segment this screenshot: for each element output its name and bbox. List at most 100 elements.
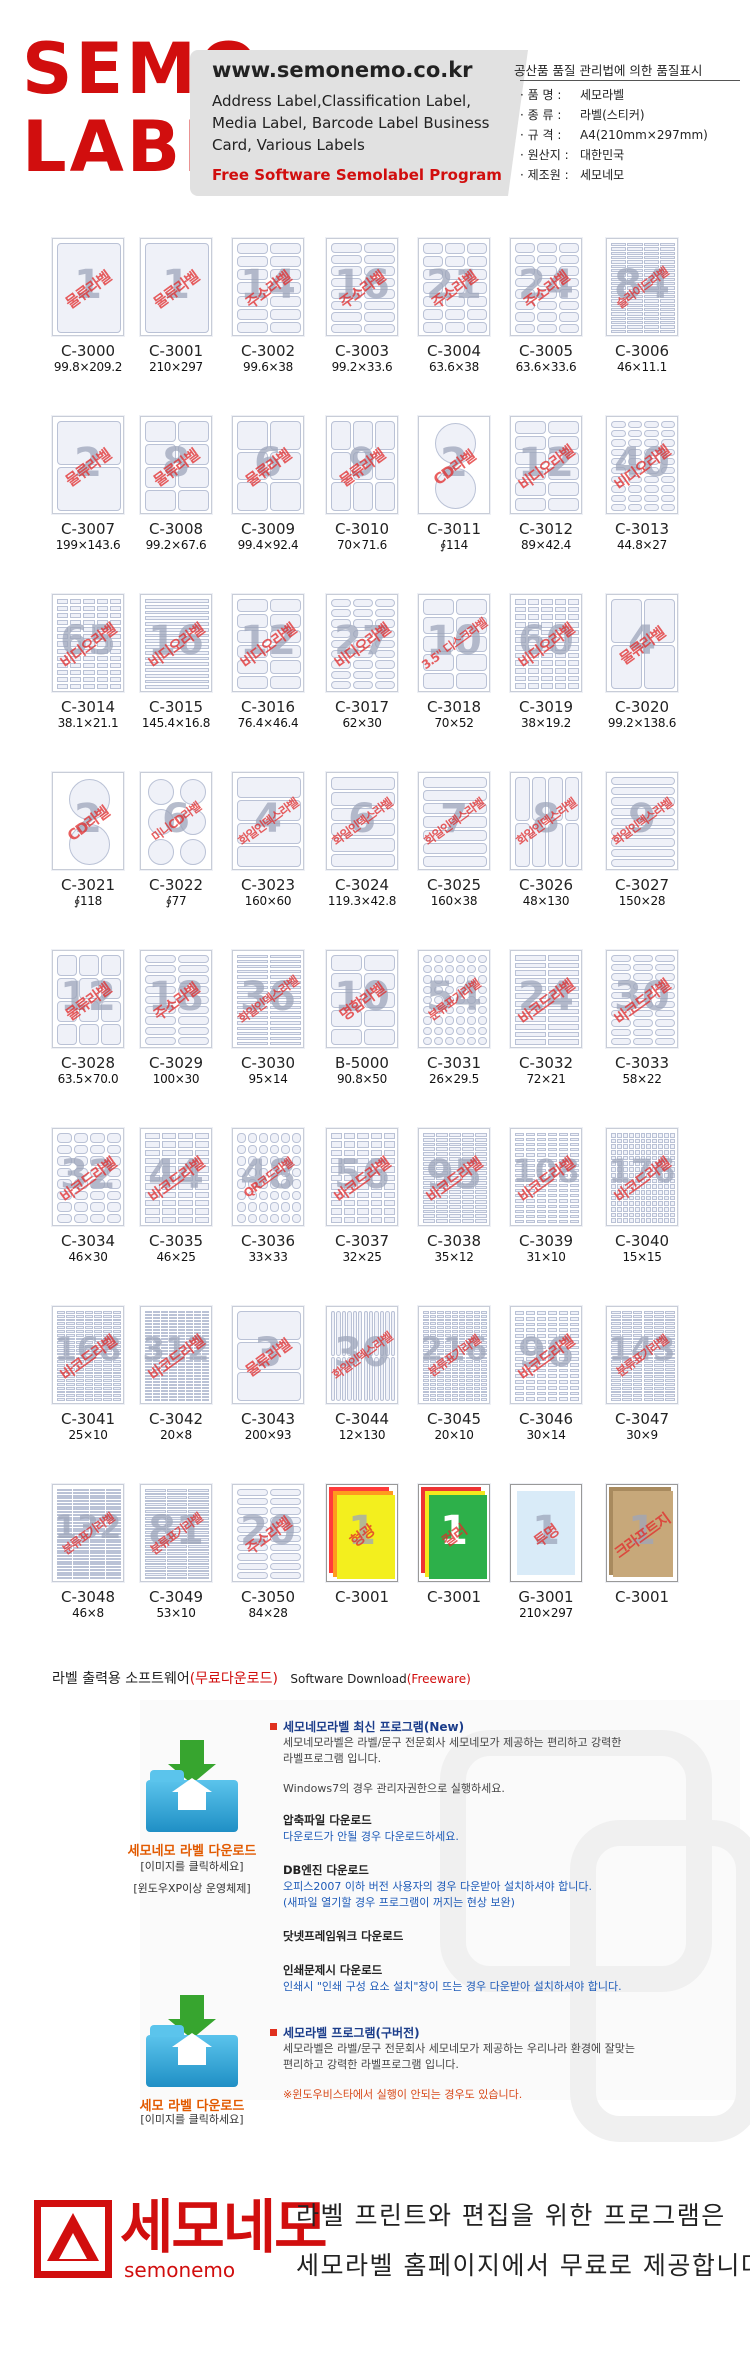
label-product[interactable]: 4 화일인덱스라벨 C-3023 160×60 [222, 772, 312, 912]
label-cell [68, 824, 110, 865]
db-engine-download-link[interactable]: DB엔진 다운로드 [283, 1863, 369, 1877]
label-cell [515, 1148, 524, 1152]
label-cell [632, 1379, 643, 1383]
label-product[interactable]: 48 QR코드라벨 C-3036 33×33 [222, 1128, 312, 1268]
label-cell [480, 1375, 487, 1379]
label-cell [475, 1142, 487, 1147]
label-product[interactable]: 108 바코드라벨 C-3039 31×10 [500, 1128, 590, 1268]
label-product[interactable]: 216 분류표기라벨 C-3045 20×10 [408, 1306, 498, 1446]
label-product[interactable]: 60 비디오라벨 C-3019 38×19.2 [500, 594, 590, 734]
label-cell [430, 1390, 437, 1394]
label-product[interactable]: 56 바코드라벨 C-3037 32×25 [316, 1128, 406, 1268]
label-product[interactable]: 7 화일인덱스라벨 C-3025 160×38 [408, 772, 498, 912]
label-cell [445, 321, 465, 333]
label-product[interactable]: 1 물류라벨 C-3000 99.8×209.2 [42, 238, 132, 378]
dotnet-download-link[interactable]: 닷넷프레임워크 다운로드 [283, 1929, 404, 1943]
label-cell [370, 1216, 382, 1223]
label-sheet-preview: 6 미니CD라벨 [140, 772, 212, 870]
label-product[interactable]: 30 바코드라벨 C-3033 58×22 [596, 950, 686, 1090]
label-product[interactable]: 81 분류표기라벨 C-3049 53×10 [130, 1484, 220, 1624]
label-product[interactable]: 21 주소라벨 C-3004 63.6×38 [408, 238, 498, 378]
label-cell [570, 1133, 579, 1137]
label-cell [462, 1133, 474, 1137]
label-product[interactable]: 65 비디오라벨 C-3014 38.1×21.1 [42, 594, 132, 734]
label-product[interactable]: 4 물류라벨 C-3020 99.2×138.6 [596, 594, 686, 734]
label-product[interactable]: 30 화일인덱스라벨 C-3044 12×130 [316, 1306, 406, 1446]
label-cell [628, 1206, 634, 1212]
label-product[interactable]: 1 물류라벨 C-3001 210×297 [130, 238, 220, 378]
print-fix-download-link[interactable]: 인쇄문제시 다운로드 [283, 1963, 383, 1977]
label-product[interactable]: 27 비디오라벨 C-3017 62×30 [316, 594, 406, 734]
label-product[interactable]: 1 투명 G-3001 210×297 [500, 1484, 590, 1624]
label-cell [169, 1317, 177, 1320]
label-product[interactable]: 2 물류라벨 C-3007 199×143.6 [42, 416, 132, 556]
label-product[interactable]: 84 슬라이드라벨 C-3006 46×11.1 [596, 238, 686, 378]
label-cell [462, 1200, 474, 1204]
label-product[interactable]: 12 비디오라벨 C-3012 89×42.4 [500, 416, 590, 556]
label-product[interactable]: 143 분류표기라벨 C-3047 30×9 [596, 1306, 686, 1446]
label-cell [611, 476, 626, 484]
label-product[interactable]: 3 물류라벨 C-3043 200×93 [222, 1306, 312, 1446]
label-product[interactable]: 6 미니CD라벨 C-3022 ∮77 [130, 772, 220, 912]
label-product[interactable]: 1 크라프트지 C-3001 [596, 1484, 686, 1624]
label-cell [640, 1218, 646, 1223]
label-product[interactable]: 168 바코드라벨 C-3041 25×10 [42, 1306, 132, 1446]
label-cell [344, 1216, 356, 1223]
label-product[interactable]: 16 주소라벨 C-3003 99.2×33.6 [316, 238, 406, 378]
label-product[interactable]: 24 주소라벨 C-3005 63.6×33.6 [500, 238, 590, 378]
site-url[interactable]: www.semonemo.co.kr [212, 58, 473, 82]
label-product[interactable]: 36 화일인덱스라벨 C-3030 95×14 [222, 950, 312, 1090]
label-cell [430, 1311, 437, 1314]
label-cell [145, 467, 176, 488]
label-product[interactable]: 12 물류라벨 C-3028 63.5×70.0 [42, 950, 132, 1090]
label-cell [178, 467, 209, 488]
label-dimensions: 70×52 [434, 716, 474, 730]
label-product[interactable]: 312 바코드라벨 C-3042 20×8 [130, 1306, 220, 1446]
label-product[interactable]: 10 명함라벨 B-5000 90.8×50 [316, 950, 406, 1090]
zip-download-link[interactable]: 압축파일 다운로드 [283, 1813, 372, 1827]
label-product[interactable]: 1 컬러 C-3001 [408, 1484, 498, 1624]
label-cell [665, 1367, 675, 1371]
old-download-button[interactable]: 세모 라벨 다운로드 [이미지를 클릭하세요] [140, 1995, 244, 2126]
label-product[interactable]: 1 형광 C-3001 [316, 1484, 406, 1624]
label-product[interactable]: 96 바코드라벨 C-3046 30×14 [500, 1306, 590, 1446]
label-product[interactable]: 9 물류라벨 C-3010 70×71.6 [316, 416, 406, 556]
label-product[interactable]: 132 분류표기라벨 C-3048 46×8 [42, 1484, 132, 1624]
label-cell [466, 1311, 473, 1314]
new-download-button[interactable]: 세모네모 라벨 다운로드 [이미지를 클릭하세요] [윈도우XP이상 운영체제] [128, 1740, 256, 1895]
label-cell [331, 1216, 343, 1223]
label-product[interactable]: 18 주소라벨 C-3029 100×30 [130, 950, 220, 1090]
label-cell [153, 1386, 161, 1389]
label-cell [611, 316, 627, 320]
label-cell [383, 1208, 395, 1215]
label-cell [659, 264, 675, 268]
label-product[interactable]: 16 비디오라벨 C-3015 145.4×16.8 [130, 594, 220, 734]
label-product[interactable]: 6 물류라벨 C-3009 99.4×92.4 [222, 416, 312, 556]
label-cell [145, 679, 209, 684]
label-product[interactable]: 40 비디오라벨 C-3013 44.8×27 [596, 416, 686, 556]
label-product[interactable]: 24 바코드라벨 C-3032 72×21 [500, 950, 590, 1090]
label-product[interactable]: 14 주소라벨 C-3002 99.6×38 [222, 238, 312, 378]
label-product[interactable]: 95 바코드라벨 C-3038 35×12 [408, 1128, 498, 1268]
new-download-caption[interactable]: 세모네모 라벨 다운로드 [127, 1844, 257, 1859]
label-product[interactable]: 44 바코드라벨 C-3035 46×25 [130, 1128, 220, 1268]
label-sheet-preview: 14 주소라벨 [232, 238, 304, 336]
label-cell [94, 1314, 103, 1318]
label-cell [658, 1138, 664, 1144]
label-cell [188, 1566, 209, 1569]
win7-note: Windows7의 경우 관리자권한으로 실행하세요. [283, 1782, 505, 1795]
label-product[interactable]: 10 3.5" 디스크라벨 C-3018 70×52 [408, 594, 498, 734]
label-product[interactable]: 8 물류라벨 C-3008 99.2×67.6 [130, 416, 220, 556]
label-product[interactable]: 54 분류표기라벨 C-3031 26×29.5 [408, 950, 498, 1090]
label-product[interactable]: 8 화일인덱스라벨 C-3026 48×130 [500, 772, 590, 912]
label-product[interactable]: 32 바코드라벨 C-3034 46×30 [42, 1128, 132, 1268]
label-cell [353, 629, 373, 638]
label-product[interactable]: 2 CD라벨 C-3011 ∮114 [408, 416, 498, 556]
label-product[interactable]: 2 CD라벨 C-3021 ∮118 [42, 772, 132, 912]
label-product[interactable]: 6 화일인덱스라벨 C-3024 119.3×42.8 [316, 772, 406, 912]
label-product[interactable]: 176 바코드라벨 C-3040 15×15 [596, 1128, 686, 1268]
label-product[interactable]: 12 비디오라벨 C-3016 76.4×46.4 [222, 594, 312, 734]
label-product[interactable]: 20 주소라벨 C-3050 84×28 [222, 1484, 312, 1624]
label-cell [357, 1199, 369, 1207]
label-product[interactable]: 9 화일인덱스라벨 C-3027 150×28 [596, 772, 686, 912]
